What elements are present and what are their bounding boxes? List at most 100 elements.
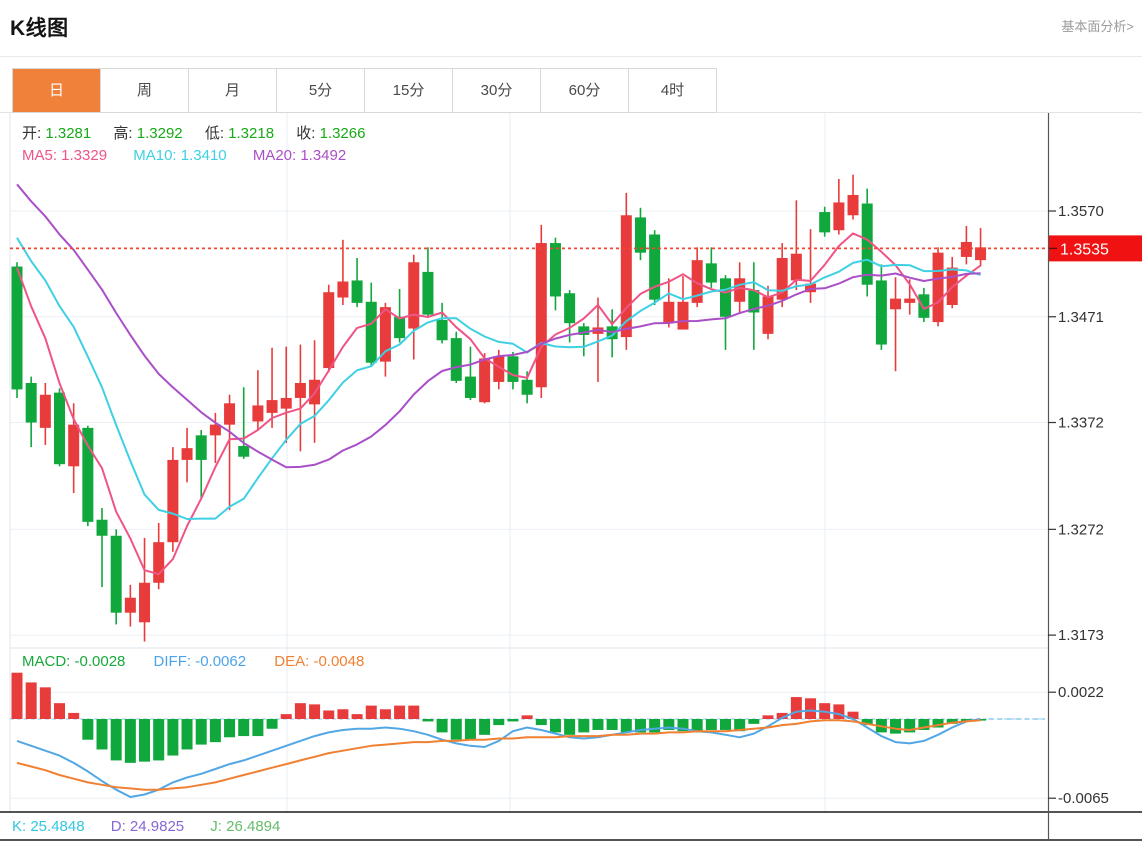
candle-body <box>564 293 576 324</box>
macd-hist-bar <box>68 712 80 719</box>
period-tabbar: 日 周 月 5分 15分 30分 60分 4时 <box>12 68 717 113</box>
candle-body <box>394 316 406 339</box>
macd-hist-bar <box>224 719 236 738</box>
tab-day[interactable]: 日 <box>13 69 101 112</box>
candle-body <box>649 234 661 300</box>
candle-body <box>209 424 221 436</box>
candle-body <box>932 252 944 323</box>
macd-hist-bar <box>677 719 689 732</box>
kdj-j-value: J: 26.4894 <box>210 818 281 835</box>
macd-hist-bar <box>422 719 434 722</box>
candle-body <box>280 397 292 409</box>
macd-value: MACD: -0.0028 <box>22 653 126 670</box>
macd-hist-bar <box>450 719 462 740</box>
macd-axis-label: -0.0065 <box>1058 790 1109 807</box>
candle-body <box>422 271 434 315</box>
candle-body <box>68 424 80 467</box>
candle-body <box>96 519 108 536</box>
macd-hist-bar <box>294 703 306 719</box>
macd-hist-bar <box>762 715 774 719</box>
macd-hist-bar <box>890 719 902 734</box>
fundamental-analysis-link[interactable]: 基本面分析> <box>1061 19 1134 34</box>
macd-hist-bar <box>195 719 207 745</box>
macd-hist-bar <box>606 719 618 730</box>
current-price-label: 1.3535 <box>1060 241 1109 258</box>
kdj-k-value: K: 25.4848 <box>12 818 85 835</box>
macd-hist-bar <box>209 719 221 743</box>
macd-hist-bar <box>549 719 561 733</box>
macd-hist-bar <box>394 705 406 719</box>
macd-hist-bar <box>720 719 731 730</box>
price-axis-label: 1.3570 <box>1058 203 1104 220</box>
candle-body <box>11 266 23 390</box>
tab-60min[interactable]: 60分 <box>541 69 629 112</box>
ma10-value: MA10: 1.3410 <box>133 147 227 164</box>
macd-hist-bar <box>110 719 122 761</box>
candle-body <box>776 258 788 300</box>
candle-body <box>677 301 689 330</box>
macd-hist-bar <box>252 719 264 737</box>
macd-hist-bar <box>960 719 972 722</box>
tab-30min[interactable]: 30分 <box>453 69 541 112</box>
macd-hist-bar <box>705 719 717 730</box>
tab-5min[interactable]: 5分 <box>277 69 365 112</box>
candle-body <box>39 394 51 428</box>
macd-hist-bar <box>379 709 391 719</box>
candle-body <box>960 241 972 257</box>
macd-hist-bar <box>776 712 788 719</box>
candle-body <box>379 307 391 362</box>
macd-hist-bar <box>323 710 335 719</box>
price-axis-label: 1.3272 <box>1058 521 1104 538</box>
candle-body <box>762 296 774 334</box>
macd-hist-bar <box>309 704 321 719</box>
macd-hist-bar <box>847 711 859 719</box>
macd-hist-bar <box>634 719 646 733</box>
macd-legend: MACD: -0.0028 DIFF: -0.0062 DEA: -0.0048 <box>22 653 364 670</box>
candle-body <box>167 459 179 543</box>
macd-hist-bar <box>790 697 802 719</box>
candle-body <box>82 427 94 522</box>
price-axis-label: 1.3471 <box>1058 309 1104 326</box>
price-axis-label: 1.3372 <box>1058 415 1104 432</box>
macd-hist-bar <box>464 719 476 740</box>
candle-body <box>918 294 930 318</box>
candle-body <box>464 376 476 398</box>
candle-body <box>847 194 859 216</box>
open-value: 1.3281 <box>45 125 92 142</box>
candle-body <box>861 203 873 285</box>
macd-hist-bar <box>918 719 930 730</box>
macd-hist-bar <box>493 719 505 726</box>
tab-4hour[interactable]: 4时 <box>629 69 716 112</box>
candle-body <box>408 262 420 329</box>
current-price-tag <box>1049 235 1142 262</box>
macd-hist-bar <box>266 719 278 729</box>
tab-15min[interactable]: 15分 <box>365 69 453 112</box>
macd-hist-bar <box>337 709 349 719</box>
candle-body <box>139 582 151 623</box>
candle-body <box>337 281 349 298</box>
candle-body <box>436 319 448 341</box>
kdj-legend: K: 25.4848 D: 24.9825 J: 26.4894 <box>12 818 280 835</box>
candle-body <box>833 202 845 231</box>
tab-month[interactable]: 月 <box>189 69 277 112</box>
page-title: K线图 <box>10 17 69 40</box>
candle-body <box>323 292 335 369</box>
candle-body <box>238 446 250 457</box>
macd-hist-bar <box>153 719 165 761</box>
tab-week[interactable]: 周 <box>101 69 189 112</box>
candle-body <box>620 215 632 338</box>
high-label: 高: <box>113 125 133 142</box>
macd-hist-bar <box>521 715 533 719</box>
candle-body <box>252 405 264 422</box>
candle-body <box>351 280 363 303</box>
candle-body <box>294 382 306 398</box>
dea-value: DEA: -0.0048 <box>274 653 365 670</box>
diff-value: DIFF: -0.0062 <box>153 653 247 670</box>
macd-hist-bar <box>408 705 420 719</box>
candle-body <box>153 542 165 583</box>
ohlc-legend: 开: 1.3281 高: 1.3292 低: 1.3218 收: 1.3266 <box>22 122 383 143</box>
candle-body <box>124 597 136 613</box>
candle-body <box>975 247 987 261</box>
